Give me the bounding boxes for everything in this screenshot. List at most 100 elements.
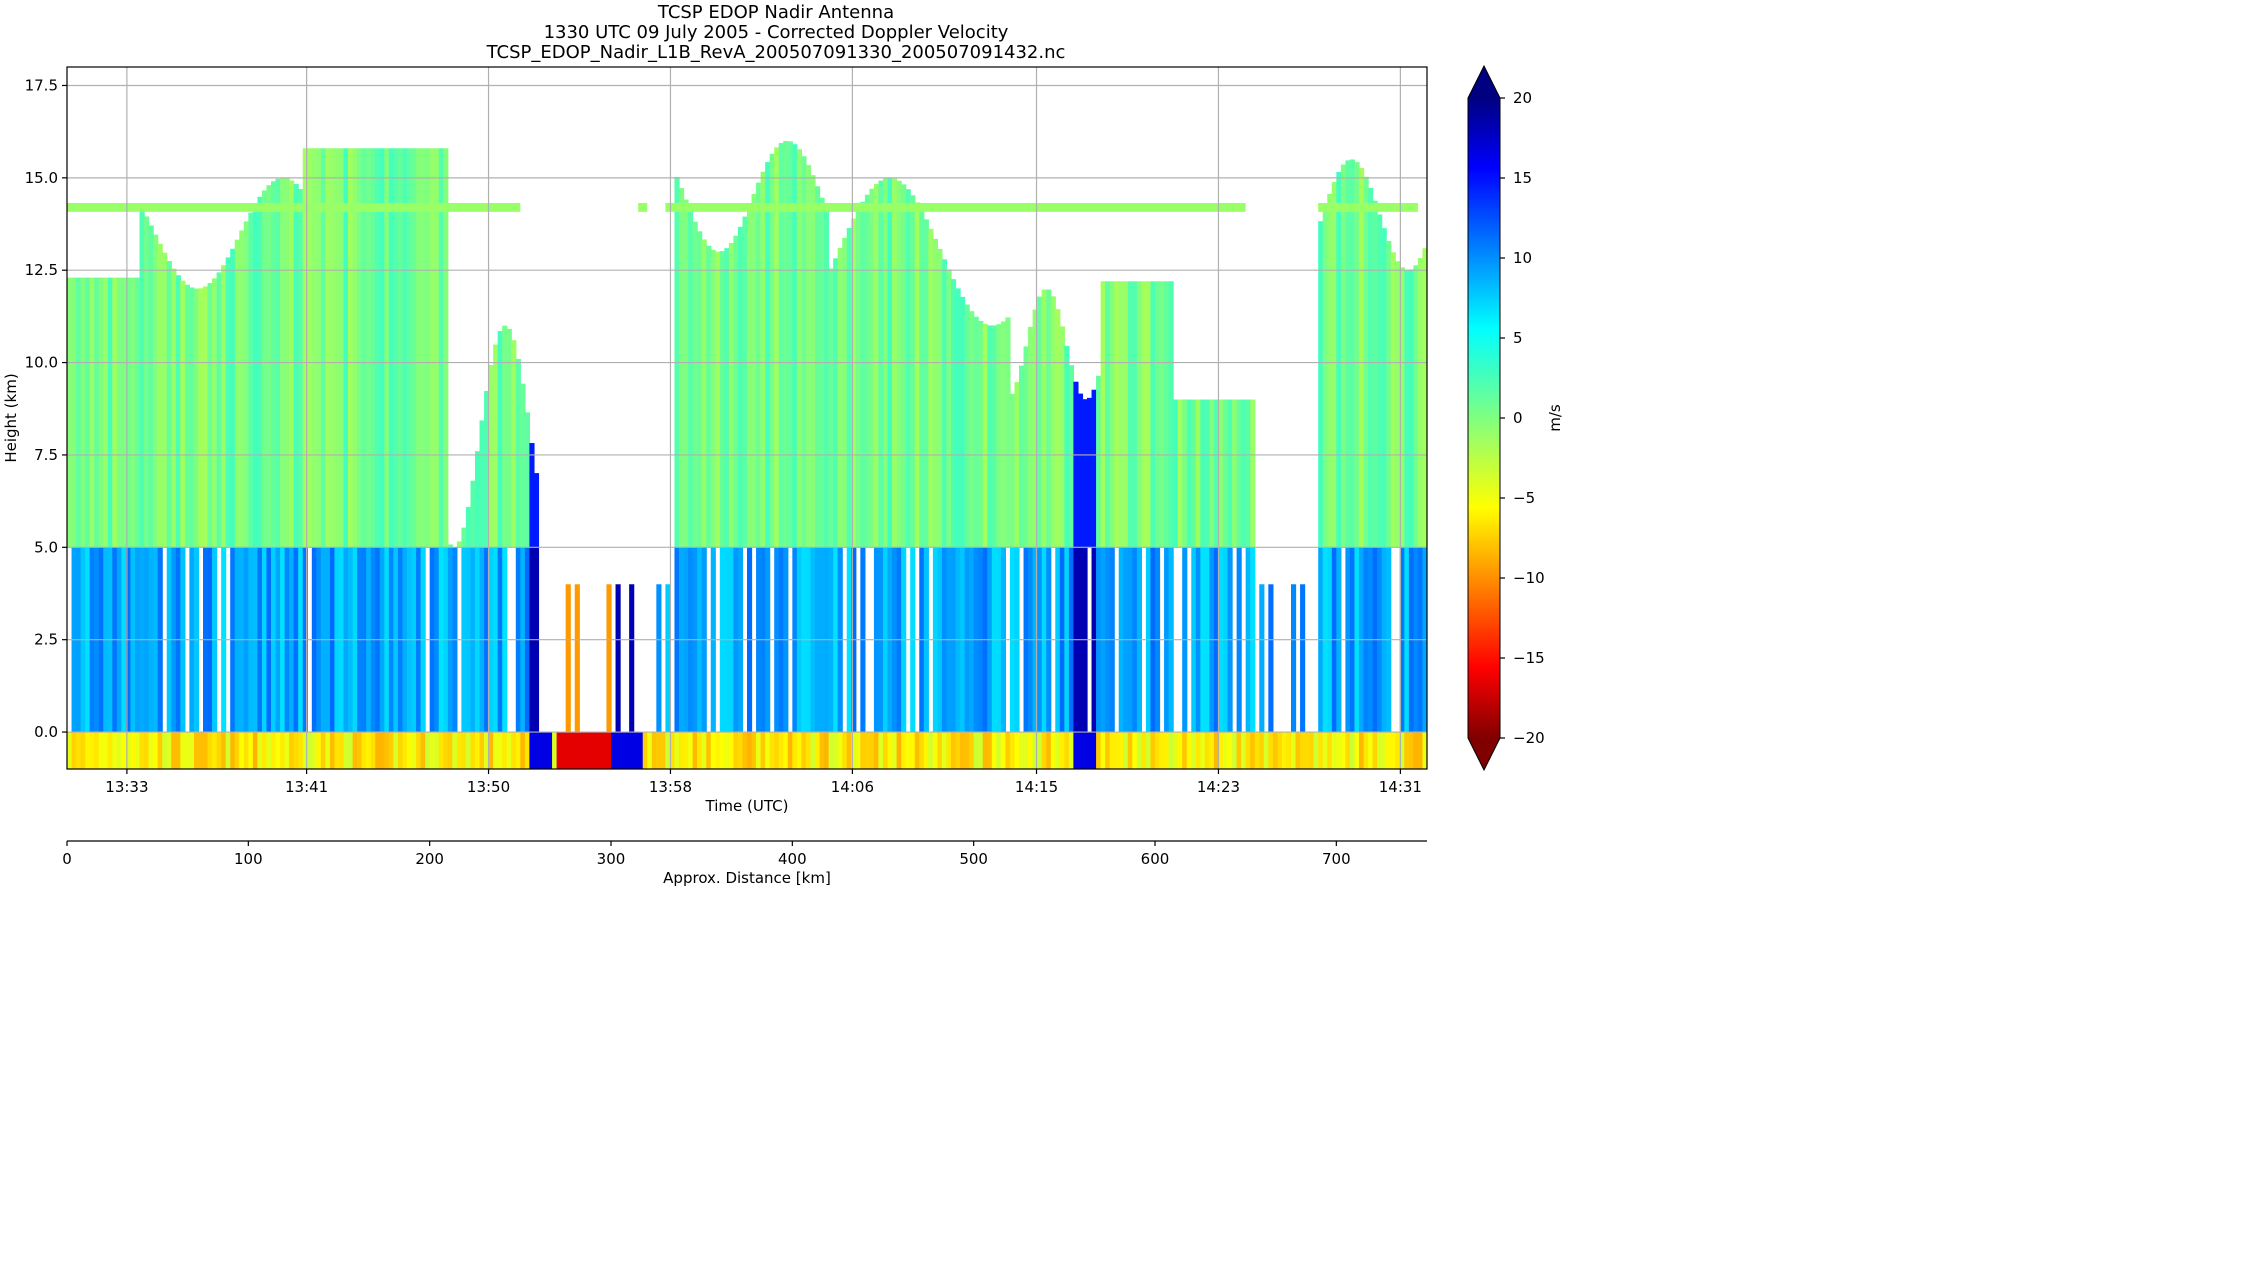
velocity-cell	[411, 148, 417, 548]
velocity-cell	[851, 218, 857, 548]
surface-cell	[742, 732, 748, 769]
velocity-cell	[470, 480, 476, 548]
surface-cell	[552, 732, 558, 769]
surface-cell	[1218, 732, 1224, 769]
velocity-cell	[511, 340, 517, 548]
surface-cell	[579, 732, 585, 769]
surface-cell	[941, 732, 948, 769]
surface-cell	[116, 732, 122, 769]
velocity-cell	[756, 182, 762, 548]
surface-cell	[1209, 732, 1215, 769]
surface-cell	[873, 732, 880, 769]
surface-cell	[960, 732, 966, 769]
surface-cell	[1164, 732, 1170, 769]
surface-cell	[121, 732, 127, 769]
surface-cell	[1232, 732, 1238, 769]
velocity-cell	[1037, 296, 1043, 548]
velocity-cell	[982, 323, 988, 548]
surface-cell	[293, 732, 299, 769]
surface-cell	[855, 732, 861, 769]
velocity-cell	[339, 148, 345, 548]
surface-cell	[520, 732, 526, 769]
colorbar-tick-label: 5	[1513, 329, 1523, 347]
velocity-cell	[796, 149, 802, 548]
surface-cell	[239, 732, 245, 769]
velocity-cell	[234, 239, 240, 548]
surface-cell	[1132, 732, 1138, 769]
surface-cell	[901, 732, 907, 769]
velocity-cell	[864, 194, 870, 548]
surface-cell	[864, 732, 870, 769]
surface-cell	[94, 732, 100, 769]
velocity-cell	[1336, 171, 1342, 548]
velocity-cell	[257, 196, 263, 548]
velocity-cell	[1105, 281, 1111, 548]
velocity-cell	[919, 210, 925, 548]
velocity-cell	[1259, 584, 1265, 733]
velocity-cell	[1232, 399, 1238, 548]
surface-cell	[706, 732, 712, 769]
surface-cell	[837, 732, 843, 769]
surface-cell	[951, 732, 957, 769]
velocity-cell	[302, 148, 308, 548]
velocity-cell	[629, 584, 635, 733]
surface-cell	[470, 732, 476, 769]
velocity-cell	[144, 216, 150, 548]
velocity-cell	[193, 288, 200, 548]
distance-tick-label: 700	[1322, 850, 1351, 868]
velocity-cell	[103, 277, 109, 548]
surface-cell	[420, 732, 426, 769]
velocity-cell	[978, 320, 984, 548]
distance-tick-label: 300	[597, 850, 626, 868]
surface-cell	[248, 732, 254, 769]
velocity-cell	[94, 277, 100, 548]
surface-cell	[660, 732, 666, 769]
velocity-cell	[180, 280, 186, 548]
velocity-cell	[1227, 399, 1233, 548]
velocity-cell	[692, 221, 698, 548]
velocity-cell	[166, 261, 172, 548]
velocity-cell	[320, 148, 326, 548]
surface-cell	[923, 732, 929, 769]
velocity-cell	[615, 584, 621, 733]
velocity-cell	[910, 195, 916, 548]
surface-cell	[1136, 732, 1142, 769]
velocity-cell	[1191, 399, 1197, 548]
velocity-cell	[71, 277, 77, 548]
surface-cell	[1250, 732, 1256, 769]
surface-cell	[815, 732, 821, 769]
tropopause-echo	[638, 202, 648, 212]
surface-cell	[1399, 732, 1405, 769]
surface-cell	[1037, 732, 1043, 769]
surface-cell	[851, 732, 857, 769]
velocity-cell	[425, 148, 431, 548]
surface-cell	[1268, 732, 1274, 769]
x-tick-label: 14:23	[1197, 778, 1240, 796]
surface-cell	[266, 732, 272, 769]
surface-cell	[1349, 732, 1356, 769]
velocity-cell	[1390, 252, 1396, 548]
surface-cell	[1390, 732, 1396, 769]
y-tick-label: 15.0	[25, 169, 58, 187]
velocity-cell	[1413, 265, 1419, 548]
velocity-cell	[665, 584, 671, 733]
velocity-cell	[765, 162, 771, 548]
surface-cell	[1241, 732, 1247, 769]
surface-cell	[144, 732, 150, 769]
surface-cell	[565, 732, 571, 769]
surface-cell	[1318, 732, 1324, 769]
surface-cell	[484, 732, 490, 769]
velocity-cell	[1050, 296, 1056, 548]
surface-cell	[357, 732, 363, 769]
surface-cell	[452, 732, 458, 769]
y-tick-label: 5.0	[34, 538, 58, 556]
velocity-cell	[329, 148, 336, 548]
velocity-cell	[438, 148, 444, 548]
velocity-cell	[1009, 393, 1016, 548]
surface-cell	[1019, 732, 1025, 769]
velocity-cell	[506, 328, 512, 548]
surface-cell	[561, 732, 567, 769]
velocity-cell	[905, 189, 911, 548]
velocity-cell	[1359, 167, 1365, 548]
